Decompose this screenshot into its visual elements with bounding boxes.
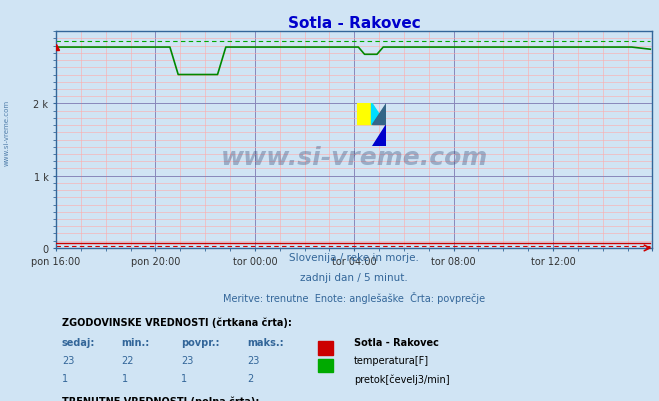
Text: www.si-vreme.com: www.si-vreme.com <box>3 99 10 165</box>
Text: zadnji dan / 5 minut.: zadnji dan / 5 minut. <box>301 272 408 282</box>
Text: 2: 2 <box>247 373 253 383</box>
Text: 23: 23 <box>62 355 74 365</box>
Text: 1: 1 <box>181 373 187 383</box>
Text: Slovenija / reke in morje.: Slovenija / reke in morje. <box>289 253 419 263</box>
Text: 23: 23 <box>247 355 259 365</box>
Text: min.:: min.: <box>122 338 150 348</box>
Text: 22: 22 <box>122 355 134 365</box>
Bar <box>318 341 333 354</box>
Text: 1: 1 <box>122 373 128 383</box>
Text: maks.:: maks.: <box>247 338 283 348</box>
Text: ZGODOVINSKE VREDNOSTI (črtkana črta):: ZGODOVINSKE VREDNOSTI (črtkana črta): <box>62 317 292 327</box>
Text: Sotla - Rakovec: Sotla - Rakovec <box>355 338 439 348</box>
Title: Sotla - Rakovec: Sotla - Rakovec <box>288 16 420 31</box>
Text: povpr.:: povpr.: <box>181 338 219 348</box>
Text: temperatura[F]: temperatura[F] <box>355 355 429 365</box>
Polygon shape <box>372 103 386 125</box>
Text: 1: 1 <box>62 373 68 383</box>
Text: www.si-vreme.com: www.si-vreme.com <box>221 146 488 170</box>
Polygon shape <box>372 125 386 147</box>
Polygon shape <box>372 103 386 125</box>
Text: pretok[čevelj3/min]: pretok[čevelj3/min] <box>355 373 450 384</box>
Text: TRENUTNE VREDNOSTI (polna črta):: TRENUTNE VREDNOSTI (polna črta): <box>62 395 260 401</box>
Text: 23: 23 <box>181 355 194 365</box>
Text: Meritve: trenutne  Enote: anglešaške  Črta: povprečje: Meritve: trenutne Enote: anglešaške Črta… <box>223 292 485 304</box>
Bar <box>318 359 333 373</box>
Text: sedaj:: sedaj: <box>62 338 96 348</box>
Bar <box>357 103 372 125</box>
